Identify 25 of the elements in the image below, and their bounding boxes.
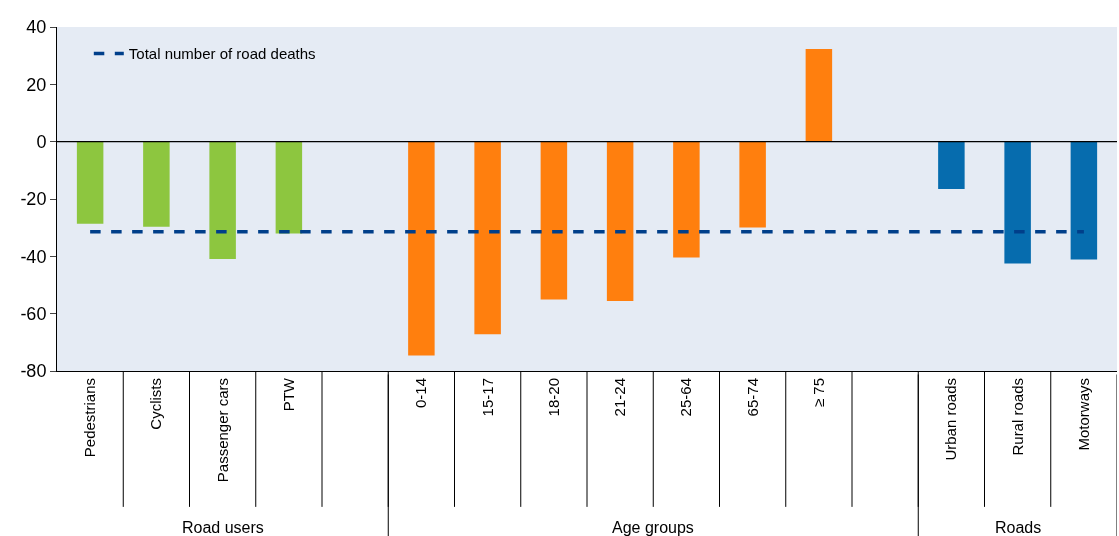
x-tick-label: 0-14	[412, 378, 430, 409]
x-tick-label: 65-74	[743, 378, 761, 417]
x-tick-label: Urban roads	[942, 378, 960, 461]
x-tick-label: ≥ 75	[809, 378, 827, 408]
y-tick-label: -40	[20, 246, 47, 267]
y-tick-label: -20	[20, 189, 47, 210]
x-tick-label: 25-64	[677, 378, 695, 417]
x-tick-label: Cyclists	[147, 378, 165, 430]
x-tick-label: 18-20	[544, 378, 562, 417]
x-tick-label: 15-17	[478, 378, 496, 417]
y-tick-label: -60	[20, 303, 47, 324]
text: Roads	[995, 519, 1042, 536]
x-tick-label: PTW	[279, 377, 297, 412]
x-tick-label: Motorways	[1074, 378, 1092, 451]
x-tick-label: Rural roads	[1008, 378, 1026, 456]
y-tick-label: 0	[36, 131, 47, 152]
text: Road users	[182, 519, 264, 536]
legend-label: Total number of road deaths	[128, 45, 316, 63]
x-tick-label: 21-24	[611, 378, 629, 417]
y-tick-label: 20	[26, 74, 47, 95]
x-tick-label: Pedestrians	[81, 378, 98, 458]
x-tick-label: Passenger cars	[213, 378, 231, 483]
text: Age groups	[612, 519, 694, 536]
y-tick-label: -80	[20, 361, 47, 382]
y-tick-label: 40	[26, 17, 47, 38]
